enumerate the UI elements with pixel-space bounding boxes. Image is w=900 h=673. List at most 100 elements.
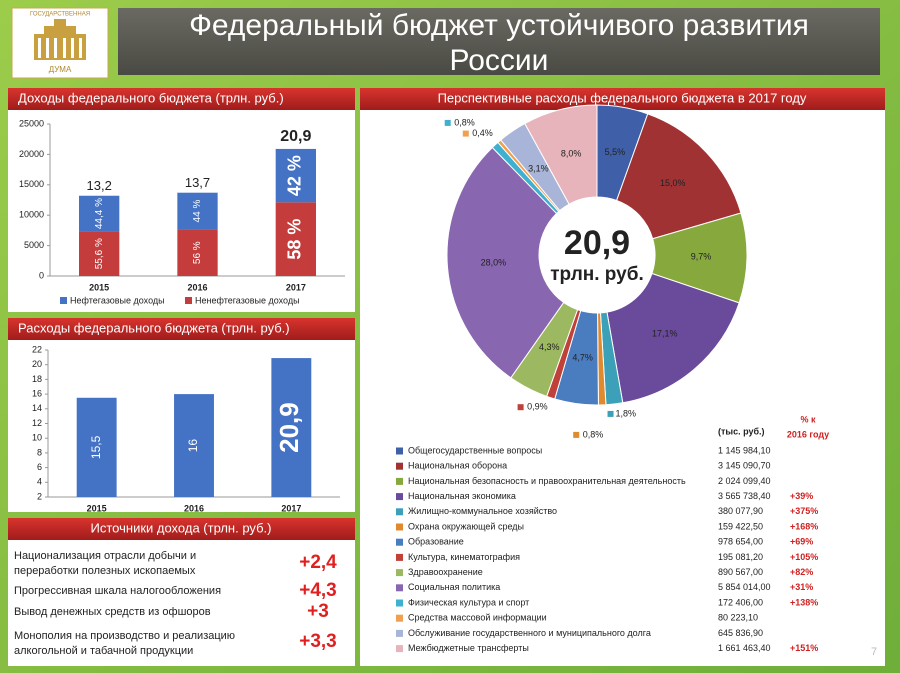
slice-label: 3,1% xyxy=(528,164,549,174)
amount: 2 024 099,40 xyxy=(718,476,771,486)
title-band xyxy=(118,8,880,75)
logo-text: ДУМА xyxy=(49,65,72,74)
bar-segment xyxy=(177,192,218,230)
change: +31% xyxy=(790,582,813,592)
y-tick-label: 4 xyxy=(37,477,42,487)
amount: 195 081,20 xyxy=(718,552,763,562)
x-tick-label: 2015 xyxy=(87,503,107,513)
pie-slice xyxy=(606,272,740,404)
pie-slice xyxy=(524,104,598,205)
slice-label-swatch xyxy=(607,410,614,417)
slice-label-swatch xyxy=(517,404,524,411)
change: +39% xyxy=(790,491,813,501)
center-label: трлн. руб. xyxy=(550,264,643,285)
share-label: 58 % xyxy=(285,219,305,260)
legend-swatch xyxy=(60,297,67,304)
legend-swatch xyxy=(396,645,403,653)
source-value: +3,3 xyxy=(299,631,337,652)
x-tick-label: 2016 xyxy=(187,282,207,292)
bar xyxy=(174,394,214,497)
legend-swatch xyxy=(396,538,403,546)
sources-title: Источники дохода (трлн. руб.) xyxy=(91,520,272,535)
y-tick-label: 16 xyxy=(32,388,42,398)
bar-segment xyxy=(79,195,120,232)
total-label: 13,7 xyxy=(185,175,210,190)
legend-label: Жилищно-коммунальное хозяйство xyxy=(408,506,557,516)
amount: 978 654,00 xyxy=(718,537,763,547)
slice-label-swatch xyxy=(444,119,451,126)
pie-slice xyxy=(446,146,565,379)
y-tick-label: 18 xyxy=(32,374,42,384)
legend-swatch xyxy=(396,614,403,622)
slice-label: 4,7% xyxy=(572,352,593,362)
amount: 1 145 984,10 xyxy=(718,445,771,455)
legend-swatch xyxy=(396,477,403,485)
slice-label: 15,0% xyxy=(660,178,686,188)
bar xyxy=(76,397,117,497)
share-label: 42 % xyxy=(285,155,305,196)
y-tick-label: 25000 xyxy=(19,118,44,128)
slice-label: 8,0% xyxy=(561,149,582,159)
legend-swatch xyxy=(396,523,403,531)
panel-header xyxy=(8,518,355,540)
legend-label: Охрана окружающей среды xyxy=(408,521,524,531)
page-number: 7 xyxy=(871,646,877,658)
legend-swatch xyxy=(396,584,403,592)
slice-label: 0,8% xyxy=(454,117,475,127)
pie-slice xyxy=(615,113,742,240)
table-header: 2016 году xyxy=(787,429,829,439)
legend-label: Социальная политика xyxy=(408,582,500,592)
source-label: переработки полезных ископаемых xyxy=(14,565,196,577)
source-value: +2,4 xyxy=(299,552,337,573)
slice-label: 17,1% xyxy=(652,328,678,338)
page-title: Федеральный бюджет устойчивого развития xyxy=(189,9,809,42)
y-tick-label: 10 xyxy=(32,433,42,443)
y-tick-label: 5000 xyxy=(24,240,44,250)
legend-swatch xyxy=(396,569,403,577)
slice-label: 0,8% xyxy=(583,429,604,439)
legend-label: Здравоохранение xyxy=(408,567,483,577)
bar-segment xyxy=(79,231,120,276)
legend-label: Культура, кинематография xyxy=(408,552,520,562)
y-tick-label: 15000 xyxy=(19,179,44,189)
legend-label: Нефтегазовые доходы xyxy=(70,295,165,305)
x-tick-label: 2017 xyxy=(286,282,306,292)
table-header: (тыс. руб.) xyxy=(718,426,765,436)
y-tick-label: 20000 xyxy=(19,149,44,159)
panel-header xyxy=(8,318,355,340)
panel xyxy=(8,518,355,666)
change: +105% xyxy=(790,552,818,562)
source-value: +3 xyxy=(307,601,329,622)
legend-label: Средства массовой информации xyxy=(408,613,547,623)
value-label: 15,5 xyxy=(89,435,103,459)
chart-title: Доходы федерального бюджета (трлн. руб.) xyxy=(18,90,284,105)
slice-label: 0,9% xyxy=(527,402,548,412)
amount: 172 406,00 xyxy=(718,597,763,607)
x-tick-label: 2017 xyxy=(281,503,301,513)
amount: 3 145 090,70 xyxy=(718,461,771,471)
change: +69% xyxy=(790,537,813,547)
y-tick-label: 12 xyxy=(32,418,42,428)
change: +151% xyxy=(790,643,818,653)
amount: 5 854 014,00 xyxy=(718,582,771,592)
source-label: Вывод денежных средств из офшоров xyxy=(14,606,211,618)
slice-label: 1,8% xyxy=(616,408,637,418)
y-tick-label: 20 xyxy=(32,359,42,369)
legend-label: Физическая культура и спорт xyxy=(408,597,529,607)
source-label: алкогольной и табачной продукции xyxy=(14,645,193,657)
legend-swatch xyxy=(396,447,403,455)
y-tick-label: 14 xyxy=(32,403,42,413)
total-label: 20,9 xyxy=(280,128,311,145)
bar xyxy=(271,358,312,497)
slice-label-swatch xyxy=(462,130,469,137)
y-tick-label: 0 xyxy=(39,270,44,280)
legend-swatch xyxy=(396,553,403,561)
amount: 645 836,90 xyxy=(718,628,763,638)
slice-label-swatch xyxy=(573,431,580,438)
legend-label: Межбюджетные трансферты xyxy=(408,643,529,653)
legend-label: Национальная оборона xyxy=(408,461,507,471)
total-label: 13,2 xyxy=(87,178,112,193)
source-label: Прогрессивная шкала налогообложения xyxy=(14,585,221,597)
bar-segment xyxy=(275,202,316,276)
